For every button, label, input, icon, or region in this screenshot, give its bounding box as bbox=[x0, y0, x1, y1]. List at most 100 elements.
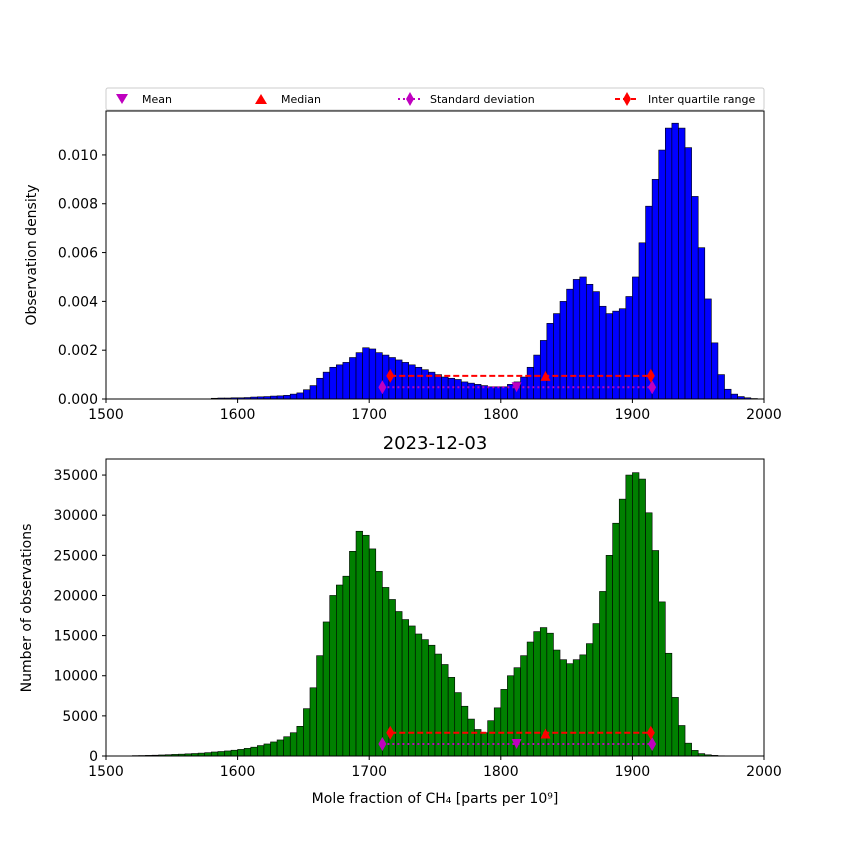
density-bar bbox=[421, 369, 429, 400]
density-bar bbox=[296, 392, 304, 400]
count-y-tick-label: 20000 bbox=[53, 588, 98, 604]
count-bar bbox=[467, 718, 475, 757]
count-y-axis-label: Number of observations bbox=[19, 524, 35, 693]
count-bar bbox=[375, 571, 383, 757]
count-bar bbox=[401, 619, 409, 757]
density-bar bbox=[559, 301, 567, 400]
density-bar bbox=[408, 364, 416, 400]
count-y-tick-label: 35000 bbox=[53, 468, 98, 484]
count-bar bbox=[658, 601, 666, 757]
density-bar bbox=[599, 305, 607, 400]
density-bar bbox=[355, 352, 363, 400]
count-y-ticks: 0 5000 10000 15000 20000 25000 30000 35000 bbox=[53, 468, 106, 765]
density-bar bbox=[566, 288, 574, 400]
count-bar bbox=[533, 631, 541, 757]
count-bar bbox=[572, 659, 581, 757]
density-iqr-low-marker bbox=[386, 368, 395, 383]
count-bar bbox=[500, 689, 508, 757]
count-std-low-marker bbox=[378, 736, 387, 751]
legend: Mean Median Standard deviation Inter qua… bbox=[105, 87, 765, 111]
density-bar bbox=[487, 386, 495, 400]
density-y-tick-label: 0.010 bbox=[58, 148, 98, 164]
count-bar bbox=[559, 659, 567, 757]
count-y-tick-label: 30000 bbox=[53, 508, 98, 524]
count-y-tick-label: 15000 bbox=[53, 629, 98, 645]
density-x-tick-label: 2000 bbox=[746, 407, 782, 423]
density-bar bbox=[401, 362, 409, 400]
count-bar bbox=[289, 732, 298, 757]
count-bar bbox=[434, 653, 442, 757]
count-bar bbox=[605, 555, 613, 757]
density-bar bbox=[724, 388, 732, 400]
count-bar bbox=[592, 623, 600, 757]
density-chart: 1500 1600 1700 1800 1900 2000 0.000 0.002 0.004… bbox=[24, 110, 782, 423]
count-bar bbox=[303, 708, 311, 757]
count-bars bbox=[132, 472, 725, 757]
density-bar bbox=[572, 279, 581, 400]
std-marker-icon bbox=[406, 92, 414, 106]
count-bar bbox=[421, 639, 429, 757]
count-bar bbox=[625, 474, 633, 757]
density-stat-markers bbox=[378, 368, 657, 395]
count-bar bbox=[579, 654, 587, 757]
density-bar bbox=[368, 348, 377, 400]
density-bar bbox=[730, 393, 738, 400]
count-bar bbox=[316, 655, 324, 757]
count-bar bbox=[250, 746, 258, 757]
count-y-tick-label: 25000 bbox=[53, 548, 98, 564]
count-bar bbox=[408, 625, 416, 757]
density-y-tick-label: 0.002 bbox=[58, 343, 98, 359]
count-bar bbox=[243, 748, 252, 757]
count-x-tick-label: 1900 bbox=[615, 764, 651, 780]
density-bar bbox=[414, 366, 423, 400]
count-y-tick-label: 0 bbox=[89, 749, 98, 765]
density-bar bbox=[632, 276, 640, 400]
density-bar bbox=[467, 382, 475, 400]
count-bar bbox=[599, 591, 607, 757]
count-chart-title: 2023-12-03 bbox=[383, 433, 488, 454]
density-bar bbox=[283, 395, 291, 400]
count-bar bbox=[335, 584, 344, 757]
density-bar bbox=[322, 371, 331, 400]
density-bar bbox=[691, 196, 699, 400]
count-bar bbox=[645, 512, 653, 757]
density-bar bbox=[493, 386, 502, 400]
count-bar bbox=[210, 751, 219, 757]
density-bar bbox=[289, 393, 298, 400]
count-y-tick-label: 10000 bbox=[53, 669, 98, 685]
density-bar bbox=[526, 366, 534, 400]
density-bar bbox=[553, 313, 561, 400]
count-bar bbox=[257, 745, 265, 757]
count-x-tick-label: 1500 bbox=[88, 764, 124, 780]
density-y-tick-label: 0.006 bbox=[58, 246, 98, 262]
density-mean-marker bbox=[511, 382, 522, 393]
count-iqr-high-marker bbox=[646, 725, 655, 740]
density-bar bbox=[684, 147, 692, 400]
density-bar bbox=[717, 374, 725, 400]
density-bar bbox=[454, 379, 462, 400]
count-bar bbox=[230, 749, 238, 757]
density-y-axis-label: Observation density bbox=[24, 184, 40, 325]
density-std-low-marker bbox=[378, 380, 387, 395]
count-bar bbox=[526, 641, 534, 757]
density-bar bbox=[539, 340, 548, 400]
density-bar bbox=[704, 298, 712, 400]
density-bar bbox=[618, 308, 627, 400]
count-bar bbox=[204, 752, 212, 757]
count-bar bbox=[684, 742, 692, 757]
density-bar bbox=[658, 149, 666, 400]
density-bar bbox=[592, 291, 600, 400]
count-bar bbox=[414, 633, 423, 757]
count-bar bbox=[224, 750, 232, 757]
count-x-tick-label: 1600 bbox=[220, 764, 256, 780]
count-x-ticks: 1500 1600 1700 1800 1900 2000 bbox=[88, 756, 782, 780]
density-bar bbox=[395, 359, 403, 400]
count-bar bbox=[349, 551, 357, 757]
density-x-tick-label: 1900 bbox=[615, 407, 651, 423]
density-bar bbox=[625, 296, 633, 400]
count-bar bbox=[283, 736, 291, 757]
count-y-tick-label: 5000 bbox=[62, 709, 98, 725]
density-bar bbox=[533, 354, 541, 400]
legend-item-mean: Mean bbox=[116, 93, 172, 106]
count-mean-marker bbox=[511, 738, 522, 749]
